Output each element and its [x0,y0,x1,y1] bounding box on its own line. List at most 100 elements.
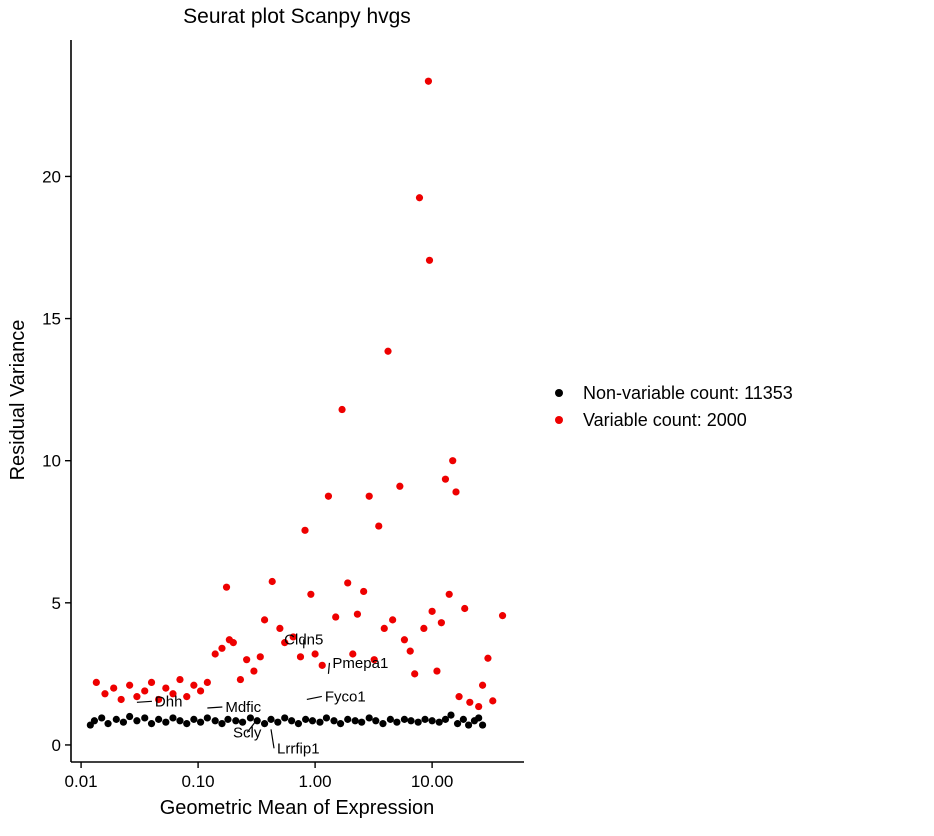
data-point [183,720,191,728]
data-point [236,675,245,684]
legend: Non-variable count: 11353 Variable count:… [555,383,793,430]
data-point [218,644,226,652]
data-point [268,577,276,586]
data-point [276,624,284,633]
data-point [464,721,473,729]
x-tick-label: 1.00 [299,772,332,791]
data-point [441,715,450,723]
y-axis-ticks: 0 5 10 15 20 [42,167,71,755]
data-point [455,693,463,701]
data-point [414,718,422,726]
data-point [281,639,289,647]
data-point [421,715,429,723]
data-point [288,717,296,725]
data-point [351,717,359,725]
data-point [461,604,469,613]
data-point [318,661,326,669]
data-point [267,715,275,723]
annotation-leader [136,700,152,703]
data-point [349,650,357,658]
data-point [459,715,467,723]
data-point [119,718,128,726]
annotation-leader [327,662,331,674]
data-point [338,405,346,414]
gene-annotations: Cldn5 Pmepa1 Fyco1 Dhh Mdfic Scly Lrrfip1 [136,631,388,757]
data-point [370,656,378,664]
data-point [238,718,247,726]
data-point [260,720,269,728]
x-tick-label: 0.10 [182,772,215,791]
data-point [307,590,315,598]
data-point [246,714,255,722]
gene-label: Cldn5 [284,631,323,648]
data-point [147,678,156,687]
data-point [344,715,352,723]
data-point [375,522,383,530]
series-1 [92,77,507,711]
data-point [441,475,450,483]
x-axis-ticks: 0.01 0.10 1.00 10.00 [65,762,454,791]
data-point [393,718,401,726]
data-point [126,712,134,721]
data-point [411,670,419,678]
data-point [428,717,436,725]
data-point [453,720,462,728]
data-point [400,636,409,644]
data-point [424,77,433,85]
data-point [415,194,424,202]
y-tick-label: 10 [42,452,61,471]
series-0 [86,711,487,729]
data-point [389,616,397,624]
data-point [243,656,251,664]
data-point [324,492,333,500]
data-point [316,718,324,726]
data-point [484,654,492,662]
annotation-leader [246,718,258,733]
points-layer [86,77,507,729]
annotation-leader [207,706,223,709]
gene-label: Dhh [155,693,183,710]
data-point [196,687,205,695]
data-point [169,690,177,698]
data-point [308,717,317,725]
data-point [489,697,497,705]
y-tick-label: 5 [52,594,61,613]
data-point [445,590,453,598]
data-point [232,717,240,725]
data-point [449,457,457,465]
data-point [250,667,258,675]
data-point [117,695,125,704]
legend-marker [555,389,563,397]
data-point [478,681,487,689]
data-point [203,678,211,687]
gene-label: Pmepa1 [332,655,388,672]
data-point [384,347,392,355]
data-point [478,721,487,729]
data-point [425,256,434,264]
data-point [222,583,231,591]
x-axis-title: Geometric Mean of Expression [160,797,435,819]
data-point [332,613,340,621]
data-point [155,715,163,723]
data-point [365,492,373,500]
chart-title: Seurat plot Scanpy hvgs [183,5,411,28]
data-point [358,718,366,726]
data-point [224,715,232,723]
data-point [190,715,198,723]
data-point [420,624,428,633]
data-point [437,619,445,627]
data-point [372,717,380,725]
annotation-leader [270,729,275,749]
data-point [498,612,507,620]
data-point [294,720,303,728]
data-point [407,717,415,725]
data-point [289,633,297,641]
annotation-leader [306,695,322,701]
data-point [260,616,269,624]
data-point [196,718,205,726]
x-tick-label: 10.00 [411,772,454,791]
y-axis-title: Residual Variance [7,320,29,481]
data-point [176,675,184,684]
data-point [112,715,120,723]
data-point [386,715,394,723]
